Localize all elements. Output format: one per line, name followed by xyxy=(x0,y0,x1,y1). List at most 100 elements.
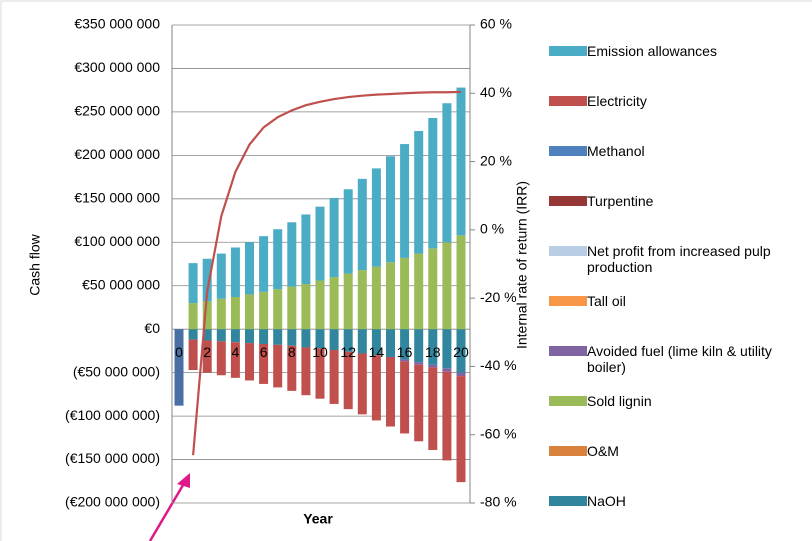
bar xyxy=(442,368,452,372)
legend-item: Turpentine xyxy=(549,193,812,209)
y2-tick-label: 20 % xyxy=(480,152,512,168)
y2-tick-label: 0 % xyxy=(480,221,504,237)
bar xyxy=(414,131,424,254)
y2-tick-label: -60 % xyxy=(480,425,517,441)
legend-item: O&M xyxy=(549,443,812,459)
bar xyxy=(259,329,269,344)
y2-tick-label: -40 % xyxy=(480,357,517,373)
bar xyxy=(442,103,452,243)
bar xyxy=(245,343,254,381)
bar xyxy=(287,222,297,287)
bar xyxy=(400,257,410,330)
legend-label: O&M xyxy=(587,443,619,459)
y-tick-label: (€50 000 000) xyxy=(73,363,160,379)
y2-axis-title: Internal rate of return (IRR) xyxy=(514,181,530,349)
bar xyxy=(371,329,381,356)
bar xyxy=(329,277,339,330)
x-tick-label: 18 xyxy=(425,344,441,360)
bar xyxy=(273,329,283,345)
bar xyxy=(343,273,353,330)
legend-item: Methanol xyxy=(549,143,812,159)
bar xyxy=(245,242,254,295)
bar xyxy=(287,345,297,391)
bar xyxy=(301,283,311,330)
legend-label: Avoided fuel (lime kiln & utility boiler… xyxy=(587,343,772,375)
bar xyxy=(357,353,367,415)
legend-item: Net profit from increased pulp productio… xyxy=(549,243,812,275)
bar xyxy=(315,329,325,349)
x-tick-label: 8 xyxy=(288,344,296,360)
bar xyxy=(428,364,438,368)
bar xyxy=(400,359,410,362)
bar xyxy=(315,206,325,281)
x-tick-label: 16 xyxy=(397,344,413,360)
bar xyxy=(456,376,466,483)
bar xyxy=(343,189,353,274)
bar xyxy=(216,298,226,330)
bar xyxy=(245,294,254,330)
legend-label: Net profit from increased pulp productio… xyxy=(587,243,771,275)
legend-label: NaOH xyxy=(587,493,626,509)
bar xyxy=(442,242,452,330)
legend-swatch xyxy=(549,146,587,156)
bar xyxy=(202,301,212,330)
legend-swatch xyxy=(549,496,587,506)
legend-label: Methanol xyxy=(587,143,645,159)
bar xyxy=(386,356,395,427)
y-tick-label: €0 xyxy=(144,320,160,336)
bar xyxy=(188,329,198,340)
bar xyxy=(357,270,367,330)
y2-tick-label: -20 % xyxy=(480,289,517,305)
bar xyxy=(357,178,367,271)
x-tick-label: 2 xyxy=(203,344,211,360)
y-axis-title: Cash flow xyxy=(27,233,43,295)
bar xyxy=(188,263,198,304)
legend-swatch xyxy=(549,96,587,106)
legend-item: Avoided fuel (lime kiln & utility boiler… xyxy=(549,343,812,375)
bar xyxy=(245,329,254,344)
legend-swatch xyxy=(549,246,587,256)
legend-label: Turpentine xyxy=(587,193,654,209)
bar xyxy=(400,329,410,360)
bar xyxy=(442,329,452,369)
x-axis-title: Year xyxy=(303,511,333,527)
legend-swatch xyxy=(549,196,587,206)
y2-tick-label: -80 % xyxy=(480,494,517,510)
y2-tick-label: 40 % xyxy=(480,84,512,100)
bar xyxy=(400,144,410,258)
bar xyxy=(428,329,438,365)
y-tick-label: €100 000 000 xyxy=(74,233,160,249)
legend-swatch xyxy=(549,296,587,306)
bar xyxy=(230,297,240,330)
bar xyxy=(273,229,283,290)
legend-swatch xyxy=(549,346,587,356)
bar xyxy=(202,258,212,302)
bar xyxy=(400,361,410,434)
bar xyxy=(230,329,240,343)
bar xyxy=(386,329,395,357)
arrow xyxy=(148,473,190,541)
bar xyxy=(329,197,339,278)
bar xyxy=(386,262,395,330)
bar xyxy=(188,339,198,371)
bar xyxy=(301,329,311,348)
bar xyxy=(386,156,395,263)
bar xyxy=(428,367,438,450)
bar xyxy=(414,329,424,363)
bar xyxy=(301,214,311,284)
bar xyxy=(329,329,339,351)
bar xyxy=(329,350,339,404)
x-tick-label: 0 xyxy=(175,344,183,360)
x-tick-label: 4 xyxy=(232,344,240,360)
bar xyxy=(442,371,452,461)
bar xyxy=(315,280,325,330)
bar xyxy=(259,291,269,330)
bar xyxy=(343,329,353,352)
y-tick-label: €150 000 000 xyxy=(74,190,160,206)
irr-line xyxy=(192,90,462,456)
bar xyxy=(273,344,283,388)
legend-label: Electricity xyxy=(587,93,647,109)
bar xyxy=(456,235,466,330)
legend-label: Tall oil xyxy=(587,293,626,309)
